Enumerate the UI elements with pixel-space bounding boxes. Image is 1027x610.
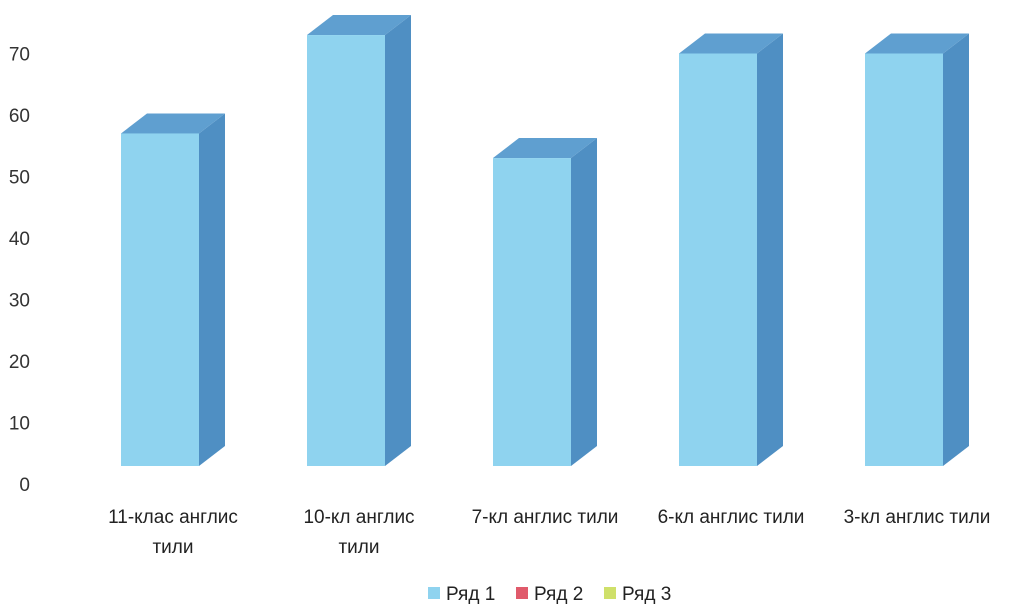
y-axis: 0 10 20 30 40 50 60 70 bbox=[9, 45, 30, 497]
bar-top-face bbox=[493, 138, 597, 159]
legend-label: Ряд 1 bbox=[446, 584, 495, 605]
bars bbox=[121, 15, 969, 467]
legend-label: Ряд 3 bbox=[622, 584, 671, 605]
legend-item: Ряд 3 bbox=[604, 584, 671, 605]
bar-top-face bbox=[307, 15, 411, 36]
bar-top-face bbox=[679, 33, 783, 54]
y-tick-label: 10 bbox=[9, 414, 30, 435]
bar-front-face bbox=[865, 53, 943, 466]
bar-front-face bbox=[121, 133, 199, 466]
legend: Ряд 1 Ряд 2 Ряд 3 bbox=[428, 584, 671, 605]
bar-front-face bbox=[679, 53, 757, 466]
bar-side-face bbox=[385, 15, 411, 467]
bar-side-face bbox=[943, 33, 969, 466]
bar-front-face bbox=[307, 35, 385, 467]
bar-side-face bbox=[199, 113, 225, 466]
bar bbox=[865, 33, 969, 466]
bar bbox=[307, 15, 411, 467]
y-tick-label: 30 bbox=[9, 291, 30, 312]
y-tick-label: 70 bbox=[9, 45, 30, 66]
x-tick-label: 10-кл англис тили bbox=[303, 507, 414, 558]
legend-item: Ряд 1 bbox=[428, 584, 495, 605]
x-tick-label: 11-клас англис тили bbox=[108, 507, 238, 558]
bar bbox=[121, 113, 225, 466]
y-tick-label: 0 bbox=[19, 475, 30, 496]
x-tick-label: 3-кл англис тили bbox=[844, 507, 991, 528]
bar-front-face bbox=[493, 158, 571, 467]
y-tick-label: 60 bbox=[9, 106, 30, 127]
y-tick-label: 40 bbox=[9, 229, 30, 250]
legend-label: Ряд 2 bbox=[534, 584, 583, 605]
legend-swatch bbox=[604, 587, 616, 599]
bar-side-face bbox=[571, 138, 597, 467]
legend-swatch bbox=[428, 587, 440, 599]
bar-side-face bbox=[757, 33, 783, 466]
x-tick-label: 6-кл англис тили bbox=[658, 507, 805, 528]
y-tick-label: 50 bbox=[9, 168, 30, 189]
bar bbox=[679, 33, 783, 466]
bar-top-face bbox=[121, 113, 225, 134]
legend-swatch bbox=[516, 587, 528, 599]
bar-top-face bbox=[865, 33, 969, 54]
y-tick-label: 20 bbox=[9, 352, 30, 373]
x-tick-label: 7-кл англис тили bbox=[472, 507, 619, 528]
x-axis: 11-клас англис тили 10-кл англис тили 7-кл а… bbox=[108, 507, 990, 558]
legend-item: Ряд 2 bbox=[516, 584, 583, 605]
bar bbox=[493, 138, 597, 467]
